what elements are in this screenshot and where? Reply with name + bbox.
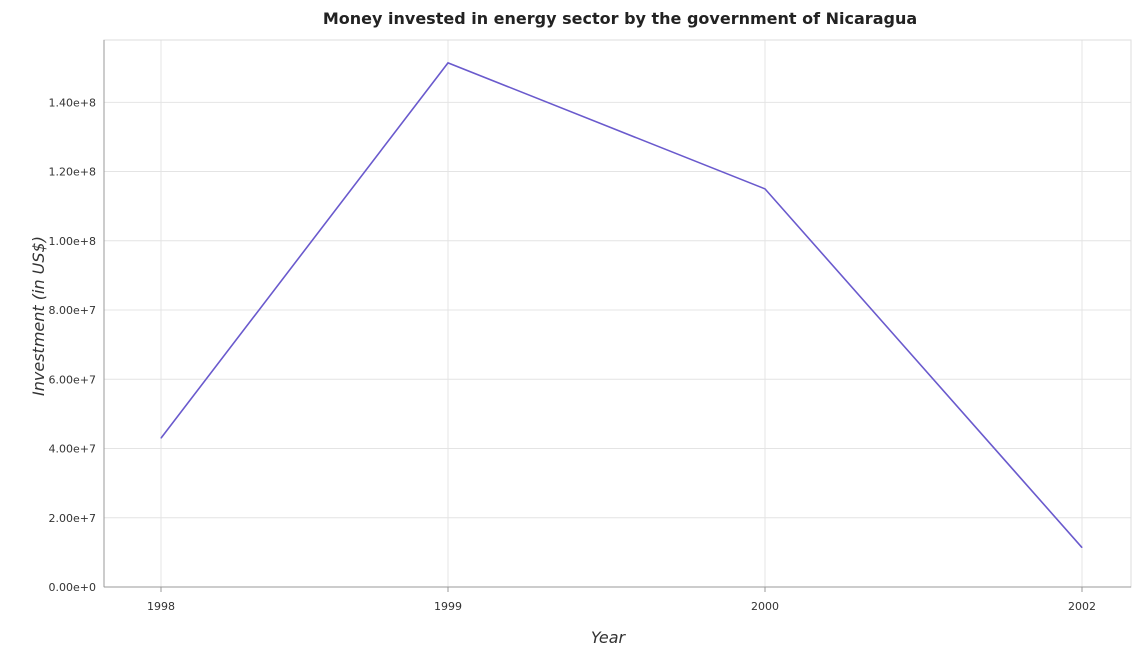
x-axis-title: Year bbox=[591, 628, 627, 647]
y-tick-label: 0.00e+0 bbox=[49, 581, 96, 594]
y-tick-label: 1.00e+8 bbox=[49, 235, 96, 248]
y-tick-label: 1.20e+8 bbox=[49, 166, 96, 179]
y-axis-title: Investment (in US$) bbox=[29, 236, 48, 396]
x-tick-label: 1998 bbox=[147, 600, 175, 613]
x-tick-label: 1999 bbox=[434, 600, 462, 613]
series-line bbox=[160, 61, 1083, 549]
data-point bbox=[1081, 547, 1083, 549]
grid bbox=[104, 40, 1131, 588]
plot-area-border bbox=[103, 39, 1132, 588]
data-point bbox=[160, 437, 162, 439]
chart-title: Money invested in energy sector by the g… bbox=[323, 9, 917, 28]
series-layer bbox=[160, 61, 1083, 549]
y-tick-label: 2.00e+7 bbox=[49, 512, 96, 525]
tick-labels: 0.00e+0 2.00e+7 4.00e+7 6.00e+7 8.00e+7 1.00e… bbox=[49, 96, 1096, 613]
data-point bbox=[447, 62, 449, 64]
axes bbox=[103, 39, 1132, 592]
x-tick-label: 2000 bbox=[751, 600, 779, 613]
y-tick-label: 1.40e+8 bbox=[49, 96, 96, 109]
y-tick-label: 4.00e+7 bbox=[49, 443, 96, 456]
data-point bbox=[764, 188, 766, 190]
x-tick-label: 2002 bbox=[1068, 600, 1096, 613]
y-tick-label: 6.00e+7 bbox=[49, 373, 96, 386]
y-tick-label: 8.00e+7 bbox=[49, 304, 96, 317]
